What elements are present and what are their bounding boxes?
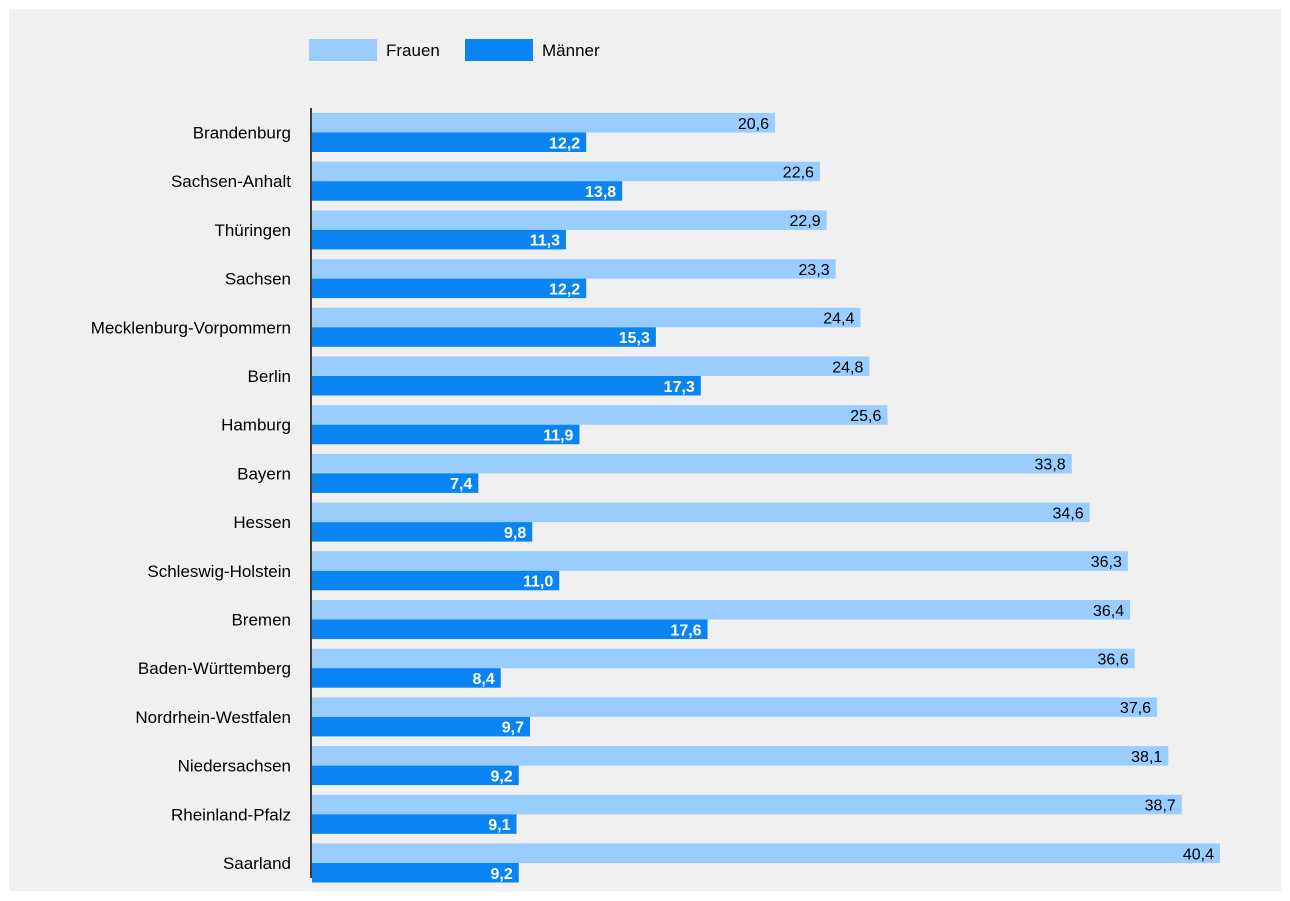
bar-maenner (312, 278, 587, 299)
data-label-maenner: 9,2 (491, 866, 513, 883)
category-label: Hessen (233, 513, 291, 532)
category-label: Baden-Württemberg (138, 659, 291, 678)
data-label-frauen: 20,6 (738, 116, 769, 133)
data-label-frauen: 25,6 (850, 408, 881, 425)
data-label-maenner: 17,3 (664, 379, 695, 396)
category-label: Rheinland-Pfalz (171, 805, 291, 824)
data-label-maenner: 8,4 (473, 671, 495, 688)
data-label-frauen: 36,6 (1097, 651, 1128, 668)
bar-frauen (312, 161, 820, 182)
data-label-frauen: 33,8 (1035, 457, 1066, 474)
data-label-frauen: 24,4 (823, 311, 854, 328)
bar-maenner (312, 814, 517, 834)
legend-swatch-1 (465, 39, 533, 61)
bar-maenner (312, 765, 519, 786)
data-label-frauen: 36,3 (1091, 554, 1122, 571)
data-label-frauen: 22,6 (783, 164, 814, 181)
category-label: Sachsen (225, 270, 291, 289)
data-label-frauen: 34,6 (1053, 505, 1084, 522)
bar-chart: Frauen Männer Brandenburg Sachsen-Anhalt Th… (91, 39, 1220, 883)
legend-label-1: Männer (542, 41, 600, 60)
data-label-maenner: 12,2 (549, 281, 580, 298)
data-label-frauen: 23,3 (799, 262, 830, 279)
bar-frauen (312, 259, 836, 279)
data-label-maenner: 9,7 (502, 720, 524, 737)
bar-frauen (312, 648, 1135, 669)
data-label-frauen: 24,8 (832, 359, 863, 376)
data-label-maenner: 9,1 (488, 817, 510, 834)
bar-maenner (312, 668, 501, 688)
legend: Frauen Männer (309, 39, 600, 61)
bar-frauen (312, 210, 827, 230)
category-label: Bayern (237, 464, 291, 483)
category-label: Mecklenburg-Vorpommern (91, 318, 291, 337)
category-label: Brandenburg (193, 124, 291, 143)
category-label: Hamburg (221, 416, 291, 435)
data-label-maenner: 17,6 (670, 622, 701, 639)
category-label: Thüringen (214, 221, 291, 240)
legend-swatch-0 (309, 39, 377, 61)
data-label-maenner: 7,4 (450, 476, 472, 493)
bar-maenner (312, 522, 533, 542)
bar-maenner (312, 424, 580, 445)
bar-frauen (312, 697, 1158, 717)
bar-maenner (312, 473, 479, 493)
bar-maenner (312, 327, 656, 347)
legend-label-0: Frauen (386, 41, 440, 60)
data-label-frauen: 22,9 (790, 213, 821, 230)
data-label-maenner: 11,0 (523, 574, 553, 591)
data-label-maenner: 11,9 (543, 427, 573, 444)
bar-maenner (312, 181, 623, 201)
bar-frauen (312, 307, 861, 328)
category-label: Sachsen-Anhalt (171, 172, 291, 191)
data-label-maenner: 15,3 (619, 330, 650, 347)
data-label-frauen: 36,4 (1093, 603, 1124, 620)
data-label-maenner: 9,8 (504, 525, 526, 542)
category-labels: Brandenburg Sachsen-Anhalt Thüringen Sachse… (91, 124, 292, 874)
bar-maenner (312, 716, 531, 737)
data-label-maenner: 11,3 (530, 233, 560, 250)
bar-maenner (312, 570, 560, 591)
bar-frauen (312, 746, 1169, 766)
category-label: Nordrhein-Westfalen (135, 708, 291, 727)
data-label-frauen: 37,6 (1120, 700, 1151, 717)
bar-frauen (312, 453, 1072, 474)
category-label: Bremen (231, 611, 291, 630)
category-label: Niedersachsen (178, 757, 291, 776)
bar-maenner (312, 229, 566, 250)
data-label-frauen: 38,7 (1145, 798, 1176, 815)
data-label-frauen: 40,4 (1183, 846, 1214, 863)
category-label: Berlin (248, 367, 291, 386)
bar-maenner (312, 376, 701, 396)
bar-frauen (312, 502, 1090, 523)
bar-maenner (312, 619, 708, 639)
bars: 20,6 12,2 22,6 13,8 22,9 11,3 23,3 12,2 24,4 15,3… (312, 113, 1220, 883)
bar-frauen (312, 113, 775, 133)
category-label: Saarland (223, 854, 291, 873)
bar-frauen (312, 843, 1220, 863)
bar-maenner (312, 132, 587, 152)
bar-frauen (312, 600, 1131, 620)
bar-frauen (312, 356, 870, 376)
data-label-maenner: 12,2 (549, 135, 580, 152)
data-label-frauen: 38,1 (1131, 749, 1162, 766)
bar-frauen (312, 551, 1128, 571)
data-label-maenner: 13,8 (585, 184, 616, 201)
chart-panel: Frauen Männer Brandenburg Sachsen-Anhalt Th… (9, 9, 1281, 891)
bar-frauen (312, 794, 1182, 815)
category-label: Schleswig-Holstein (147, 562, 291, 581)
bar-frauen (312, 405, 888, 425)
data-label-maenner: 9,2 (491, 768, 513, 785)
bar-maenner (312, 863, 519, 883)
